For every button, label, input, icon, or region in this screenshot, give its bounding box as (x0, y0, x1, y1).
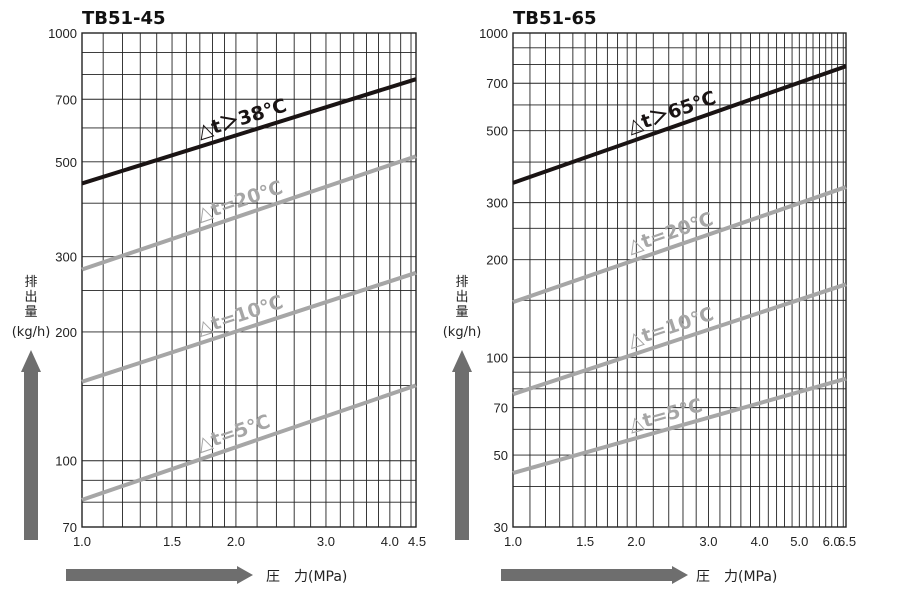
series-line (81, 154, 417, 272)
chart-title: TB51-45 (82, 8, 166, 29)
y-tick-label: 200 (55, 325, 77, 340)
y-tick-label: 1000 (479, 26, 508, 41)
y-tick-label: 500 (486, 124, 508, 139)
chart-title: TB51-65 (513, 8, 597, 29)
series-label: △t=20℃ (625, 208, 716, 258)
x-tick-label: 4.0 (381, 534, 399, 549)
x-tick-label: 1.0 (73, 534, 91, 549)
y-tick-label: 700 (55, 92, 77, 107)
x-tick-label: 2.0 (227, 534, 245, 549)
y-tick-label: 200 (486, 253, 508, 268)
chart-2: TB51-65 30 50 70 100 200 300 500 700 1000 1.0 1.5 2.… (443, 8, 856, 585)
y-axis-label-char: 出 (24, 290, 37, 305)
series-line (81, 383, 417, 502)
x-tick-label: 1.5 (576, 534, 594, 549)
x-tick-label: 1.0 (504, 534, 522, 549)
x-tick-label: 3.0 (699, 534, 717, 549)
x-axis-arrow (501, 566, 688, 584)
plot-frame (81, 32, 417, 528)
y-tick-label: 1000 (48, 26, 77, 41)
x-axis-label: 圧 力(MPa) (696, 569, 777, 585)
series-label: △t=20℃ (194, 176, 285, 225)
y-tick-label: 30 (494, 520, 508, 535)
x-tick-label: 4.5 (408, 534, 426, 549)
x-tick-label: 6.5 (838, 534, 856, 549)
x-axis-label: 圧 力(MPa) (266, 569, 347, 585)
series-line (81, 270, 417, 384)
y-axis-label-char: 排 (455, 275, 468, 290)
y-tick-label: 300 (55, 250, 77, 265)
grid (82, 33, 416, 527)
x-tick-label: 3.0 (317, 534, 335, 549)
x-tick-label: 6.0 (823, 534, 841, 549)
y-axis-label-char: 量 (455, 305, 468, 320)
y-tick-label: 700 (486, 76, 508, 91)
plot-frame (512, 32, 847, 528)
y-tick-label: 70 (494, 401, 508, 416)
grid (513, 33, 846, 527)
y-tick-label: 300 (486, 196, 508, 211)
series-line (512, 376, 847, 475)
x-axis-arrow (66, 566, 253, 584)
x-tick-label: 2.0 (627, 534, 645, 549)
y-axis-arrow (452, 350, 472, 540)
y-axis-unit: (kg/h) (12, 325, 51, 340)
y-tick-label: 50 (494, 448, 508, 463)
y-axis-label-char: 排 (24, 275, 37, 290)
y-axis-arrow (21, 350, 41, 540)
x-tick-label: 4.0 (751, 534, 769, 549)
series-line (512, 282, 847, 397)
y-axis-label-char: 量 (24, 305, 37, 320)
series-label: △t＞38℃ (195, 95, 290, 143)
series-line (512, 64, 847, 185)
y-tick-label: 70 (63, 520, 77, 535)
series-label: △t=10℃ (625, 303, 716, 352)
y-tick-label: 100 (486, 350, 508, 365)
y-axis-label-char: 出 (455, 290, 468, 305)
chart-1: TB51-45 70 100 200 300 500 700 1000 1.0 1.5 2.0 3.0… (12, 8, 426, 585)
series-line (512, 185, 847, 305)
y-tick-label: 100 (55, 454, 77, 469)
x-tick-label: 5.0 (790, 534, 808, 549)
y-tick-label: 500 (55, 155, 77, 170)
x-tick-label: 1.5 (163, 534, 181, 549)
y-axis-unit: (kg/h) (443, 325, 482, 340)
series-line (81, 77, 417, 186)
